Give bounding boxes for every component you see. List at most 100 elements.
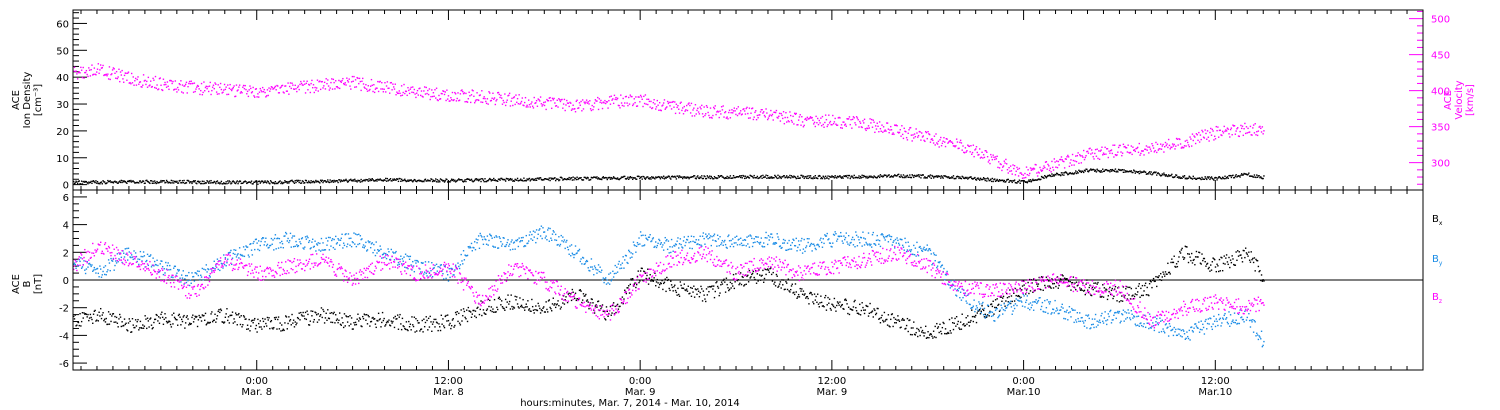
bx-point bbox=[825, 309, 828, 311]
bx-point bbox=[1175, 263, 1178, 265]
bx-point bbox=[773, 283, 775, 285]
velocity-point bbox=[1204, 129, 1206, 131]
bx-point bbox=[1205, 265, 1207, 267]
bx-point bbox=[463, 310, 466, 313]
velocity-axis-tick-label: 500 bbox=[1431, 15, 1450, 26]
velocity-point bbox=[1047, 163, 1049, 166]
density-point bbox=[533, 178, 535, 181]
density-point bbox=[753, 174, 755, 177]
bx-point bbox=[213, 319, 215, 321]
velocity-point bbox=[238, 86, 240, 88]
velocity-point bbox=[1201, 129, 1203, 132]
bx-point bbox=[898, 320, 901, 323]
velocity-point bbox=[577, 107, 579, 110]
velocity-point bbox=[562, 107, 564, 109]
bx-point bbox=[1183, 257, 1186, 259]
velocity-point bbox=[582, 108, 585, 110]
density-point bbox=[720, 174, 723, 177]
density-point bbox=[1105, 168, 1107, 171]
bx-point bbox=[646, 274, 648, 277]
bx-point bbox=[435, 318, 437, 321]
bx-point bbox=[1145, 294, 1148, 296]
velocity-point bbox=[932, 142, 935, 144]
velocity-point bbox=[280, 86, 282, 88]
bx-point bbox=[737, 279, 739, 281]
bx-point bbox=[181, 320, 184, 323]
velocity-point bbox=[84, 71, 86, 74]
velocity-point bbox=[1178, 138, 1180, 140]
bx-point bbox=[171, 314, 173, 316]
density-point bbox=[888, 174, 890, 176]
bx-point bbox=[822, 305, 824, 307]
density-point bbox=[802, 175, 805, 177]
bx-point bbox=[95, 320, 97, 322]
velocity-point bbox=[652, 101, 655, 104]
velocity-point bbox=[131, 82, 134, 84]
density-point bbox=[485, 180, 488, 183]
bx-point bbox=[1018, 295, 1021, 298]
velocity-point bbox=[998, 167, 1001, 169]
velocity-point bbox=[763, 111, 765, 113]
velocity-point bbox=[674, 101, 676, 103]
bx-point bbox=[787, 278, 790, 280]
velocity-point bbox=[893, 133, 895, 136]
density-point bbox=[855, 176, 858, 179]
density-point bbox=[354, 180, 357, 182]
density-point bbox=[1247, 173, 1249, 176]
velocity-point bbox=[1038, 172, 1040, 174]
bx-point bbox=[403, 325, 405, 328]
bx-point bbox=[309, 320, 312, 322]
density-point bbox=[575, 178, 578, 181]
bx-point bbox=[725, 277, 728, 279]
velocity-point bbox=[1005, 158, 1007, 161]
density-point bbox=[1040, 178, 1042, 181]
density-point bbox=[990, 178, 992, 180]
velocity-point bbox=[733, 107, 736, 109]
density-point bbox=[462, 181, 465, 183]
bx-point bbox=[371, 317, 373, 319]
bx-point bbox=[131, 317, 134, 320]
density-point bbox=[991, 177, 994, 180]
bx-point bbox=[1232, 258, 1234, 260]
bx-point bbox=[1225, 257, 1227, 259]
density-point bbox=[857, 177, 859, 179]
bx-point bbox=[1005, 292, 1008, 295]
velocity-point bbox=[135, 84, 138, 86]
bx-point bbox=[288, 316, 290, 318]
bx-point bbox=[804, 293, 806, 295]
velocity-point bbox=[115, 77, 117, 79]
density-point bbox=[464, 179, 466, 181]
velocity-point bbox=[1180, 147, 1183, 149]
velocity-point bbox=[771, 113, 774, 116]
bx-point bbox=[1231, 255, 1233, 257]
velocity-point bbox=[450, 99, 453, 101]
density-point bbox=[294, 179, 296, 182]
bx-point bbox=[315, 312, 317, 314]
bx-point bbox=[433, 318, 435, 321]
density-point bbox=[457, 179, 459, 181]
velocity-point bbox=[583, 101, 585, 103]
bx-point bbox=[135, 325, 138, 327]
velocity-point bbox=[1229, 128, 1232, 131]
bx-point bbox=[327, 309, 329, 311]
bx-point bbox=[547, 300, 550, 302]
density-point bbox=[1172, 176, 1175, 179]
velocity-point bbox=[507, 95, 509, 97]
bx-point bbox=[564, 299, 566, 301]
velocity-point bbox=[188, 80, 191, 83]
density-point bbox=[445, 178, 447, 180]
bx-point bbox=[418, 322, 420, 324]
velocity-point bbox=[493, 98, 495, 100]
bx-point bbox=[482, 309, 485, 311]
density-point bbox=[515, 179, 517, 181]
bx-point bbox=[613, 312, 616, 315]
velocity-point bbox=[116, 77, 119, 80]
velocity-point bbox=[755, 118, 758, 121]
velocity-point bbox=[239, 92, 242, 94]
density-point bbox=[670, 175, 673, 178]
bx-point bbox=[1113, 288, 1116, 290]
density-point bbox=[714, 177, 716, 179]
density-point bbox=[580, 177, 582, 179]
density-point bbox=[557, 178, 559, 180]
velocity-point bbox=[650, 100, 652, 103]
